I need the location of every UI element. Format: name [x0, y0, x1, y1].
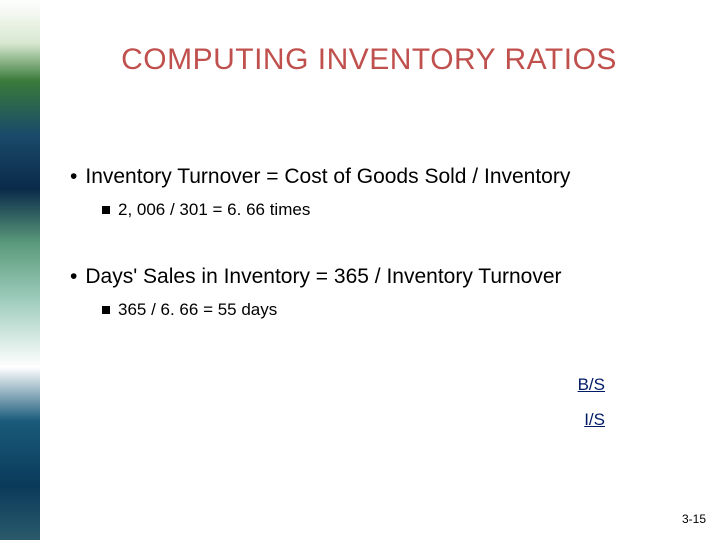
balance-sheet-link[interactable]: B/S — [578, 375, 605, 395]
bullet-item: • Inventory Turnover = Cost of Goods Sold… — [70, 165, 570, 189]
bullet-item: • Days' Sales in Inventory = 365 / Invent… — [70, 265, 562, 289]
square-bullet-icon — [102, 306, 110, 314]
decorative-sidebar — [0, 0, 40, 540]
slide-title: COMPUTING INVENTORY RATIOS — [121, 43, 617, 77]
page-number: 3-15 — [682, 512, 706, 526]
bullet-text: Inventory Turnover = Cost of Goods Sold … — [85, 165, 570, 188]
sub-bullet-text: 365 / 6. 66 = 55 days — [118, 300, 277, 319]
square-bullet-icon — [102, 206, 110, 214]
sub-bullet-item: 2, 006 / 301 = 6. 66 times — [102, 200, 310, 220]
income-statement-link[interactable]: I/S — [584, 410, 605, 430]
bullet-text: Days' Sales in Inventory = 365 / Invento… — [85, 265, 561, 288]
bullet-dot-icon: • — [70, 165, 77, 189]
title-container: COMPUTING INVENTORY RATIOS — [74, 22, 664, 98]
sub-bullet-item: 365 / 6. 66 = 55 days — [102, 300, 277, 320]
slide-content: COMPUTING INVENTORY RATIOS • Inventory Tu… — [40, 0, 720, 540]
bullet-dot-icon: • — [70, 265, 77, 289]
sub-bullet-text: 2, 006 / 301 = 6. 66 times — [118, 200, 310, 219]
